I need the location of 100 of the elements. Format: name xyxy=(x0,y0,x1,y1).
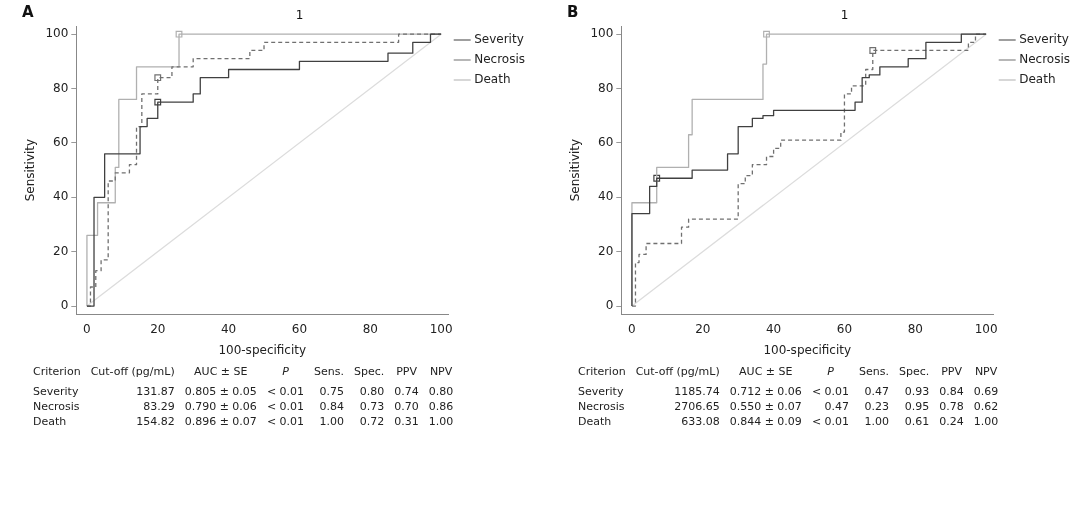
y-axis-title: Sensitivity xyxy=(23,138,38,202)
text: Severity xyxy=(32,384,80,399)
text: Sens. xyxy=(313,364,346,380)
x-tick-label: 40 xyxy=(765,321,782,336)
x-tick-label: 100 xyxy=(974,321,998,336)
x-tick-label: 80 xyxy=(907,321,923,336)
x-axis-title: 100-specificity xyxy=(218,342,307,357)
text: Necrosis xyxy=(32,399,81,414)
text: 0.93 xyxy=(903,384,931,399)
y-tick-label: 100 xyxy=(45,26,69,41)
y-tick-label: 80 xyxy=(598,80,614,95)
y-tick-label: 60 xyxy=(53,135,69,150)
text: 1.00 xyxy=(863,414,891,429)
text: < 0.01 xyxy=(265,399,306,414)
text: 0.47 xyxy=(823,399,851,414)
text: 0.70 xyxy=(393,399,420,414)
text: < 0.01 xyxy=(265,414,306,429)
legend-label: Necrosis xyxy=(1019,52,1071,67)
text: 0.80 xyxy=(358,384,386,399)
text: 0.69 xyxy=(972,384,1000,399)
x-tick-label: 40 xyxy=(220,321,237,336)
text: PPV xyxy=(395,364,418,380)
x-tick-label: 80 xyxy=(362,321,378,336)
text: P xyxy=(281,364,290,380)
text: 0.805 ± 0.05 xyxy=(183,384,258,399)
text: PPV xyxy=(940,364,963,380)
text: 0.78 xyxy=(938,399,965,414)
y-tick-label: 20 xyxy=(598,243,614,258)
y-tick-label: 60 xyxy=(598,135,614,150)
text: 0.24 xyxy=(938,414,965,429)
y-tick-label: 0 xyxy=(605,298,614,313)
text: < 0.01 xyxy=(265,384,306,399)
text: 0.80 xyxy=(427,384,455,399)
x-tick-label: 60 xyxy=(291,321,308,336)
x-tick-label: 0 xyxy=(628,321,636,336)
text: < 0.01 xyxy=(810,414,851,429)
text: Death xyxy=(32,414,68,429)
text: 0.84 xyxy=(938,384,965,399)
y-tick-label: 20 xyxy=(53,243,69,258)
text: 1.00 xyxy=(972,414,1000,429)
x-tick-label: 60 xyxy=(836,321,853,336)
text: P xyxy=(826,364,835,380)
y-tick-label: 40 xyxy=(598,189,614,204)
text: 0.95 xyxy=(903,399,931,414)
text: AUC ± SE xyxy=(738,364,794,380)
text: 0.86 xyxy=(427,399,455,414)
text: 1 xyxy=(840,8,849,23)
text: B xyxy=(567,3,579,22)
text: Criterion xyxy=(32,364,82,380)
text: 0.844 ± 0.09 xyxy=(728,414,803,429)
x-tick-label: 20 xyxy=(150,321,166,336)
text: A xyxy=(22,3,34,22)
text: 0.47 xyxy=(863,384,891,399)
text: 0.74 xyxy=(393,384,420,399)
text: 0.790 ± 0.06 xyxy=(183,399,258,414)
y-tick-label: 40 xyxy=(53,189,69,204)
text: 633.08 xyxy=(680,414,721,429)
text: 0.23 xyxy=(863,399,891,414)
text: Spec. xyxy=(353,364,386,380)
text: 1.00 xyxy=(318,414,346,429)
text: 0.61 xyxy=(903,414,931,429)
text: 1.00 xyxy=(427,414,455,429)
text: NPV xyxy=(428,364,454,380)
text: 0.712 ± 0.06 xyxy=(728,384,803,399)
x-tick-label: 20 xyxy=(695,321,711,336)
text: Cut-off (pg/mL) xyxy=(89,364,176,380)
x-tick-label: 0 xyxy=(83,321,91,336)
x-axis-title: 100-specificity xyxy=(763,342,852,357)
text: 0.72 xyxy=(358,414,386,429)
y-tick-label: 100 xyxy=(590,26,614,41)
text: 83.29 xyxy=(142,399,176,414)
text: Sens. xyxy=(858,364,891,380)
text: 0.31 xyxy=(393,414,420,429)
text: AUC ± SE xyxy=(193,364,249,380)
point xyxy=(154,74,162,82)
text: < 0.01 xyxy=(810,384,851,399)
text: 0.550 ± 0.07 xyxy=(728,399,803,414)
text: 131.87 xyxy=(135,384,176,399)
text: 0.73 xyxy=(358,399,386,414)
text: Necrosis xyxy=(577,399,626,414)
text: NPV xyxy=(973,364,999,380)
text: 0.896 ± 0.07 xyxy=(183,414,258,429)
text: 1185.74 xyxy=(673,384,721,399)
y-tick-label: 80 xyxy=(53,80,69,95)
text: 0.84 xyxy=(318,399,346,414)
point xyxy=(869,47,877,54)
y-tick-label: 0 xyxy=(60,298,69,313)
text: 2706.65 xyxy=(673,399,721,414)
legend-label: Severity xyxy=(1019,32,1069,47)
text: Death xyxy=(577,414,613,429)
y-axis-title: Sensitivity xyxy=(568,138,583,202)
x-tick-label: 100 xyxy=(429,321,453,336)
legend-label: Severity xyxy=(474,32,524,47)
text: Criterion xyxy=(577,364,627,380)
text: Spec. xyxy=(898,364,931,380)
text: 0.62 xyxy=(972,399,1000,414)
text: 1 xyxy=(295,8,304,23)
legend-label: Death xyxy=(1019,72,1056,87)
text: 0.75 xyxy=(318,384,346,399)
text: 154.82 xyxy=(135,414,176,429)
